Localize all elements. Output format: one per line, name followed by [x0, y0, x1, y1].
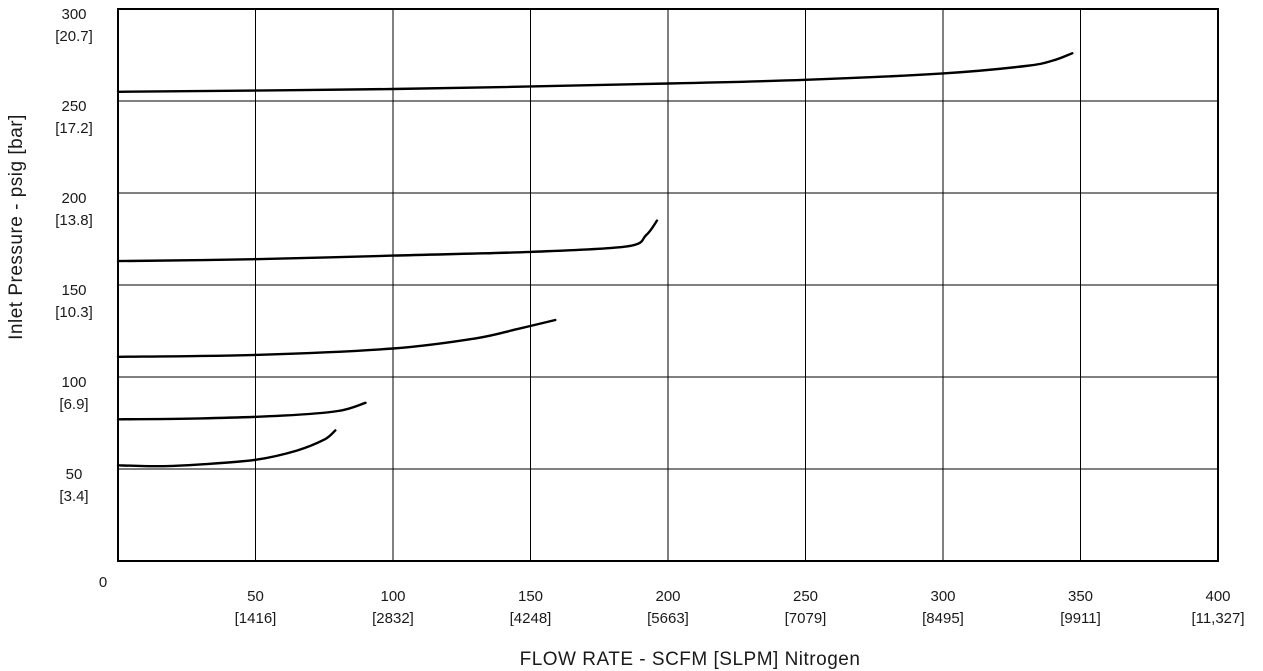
series-line-1 [116, 429, 337, 468]
y-tick-sublabel: [17.2] [55, 120, 93, 137]
y-tick-labels: 50 [3.4] 100 [6.9] 150 [10.3] 200 [13.8] 250 [17.… [55, 6, 93, 505]
x-tick-labels: 50 [1416] 100 [2832] 150 [4248] 200 [5663] 250 [7… [235, 588, 1245, 627]
y-tick-sublabel: [10.3] [55, 304, 93, 321]
x-tick-sublabel: [11,327] [1191, 610, 1244, 627]
x-tick-label: 100 [380, 588, 405, 605]
y-tick-label: 150 [61, 282, 86, 299]
x-tick-label: 50 [247, 588, 264, 605]
y-axis-title: Inlet Pressure - psig [bar] [6, 114, 27, 340]
x-tick-sublabel: [8495] [922, 610, 964, 627]
x-tick-sublabel: [4248] [510, 610, 552, 627]
x-tick-label: 150 [518, 588, 543, 605]
x-tick-label: 200 [655, 588, 680, 605]
x-tick-label: 300 [930, 588, 955, 605]
grid [118, 9, 1218, 561]
x-tick-sublabel: [5663] [647, 610, 689, 627]
origin-label: 0 [99, 574, 107, 591]
x-tick-label: 400 [1205, 588, 1230, 605]
series-line-4 [116, 219, 659, 263]
y-tick-label: 200 [61, 190, 86, 207]
x-tick-sublabel: [9911] [1060, 610, 1101, 627]
y-tick-sublabel: [6.9] [59, 396, 88, 413]
y-tick-label: 300 [61, 6, 86, 23]
series-line-5 [116, 52, 1074, 93]
x-tick-sublabel: [2832] [372, 610, 414, 627]
x-tick-sublabel: [7079] [785, 610, 827, 627]
y-tick-sublabel: [20.7] [55, 28, 93, 45]
y-tick-label: 100 [61, 374, 86, 391]
series-line-3 [116, 318, 557, 358]
series-group [116, 52, 1074, 468]
x-tick-sublabel: [1416] [235, 610, 277, 627]
x-tick-label: 350 [1068, 588, 1093, 605]
plot-frame [117, 8, 1219, 562]
y-tick-label: 250 [61, 98, 86, 115]
y-tick-label: 50 [66, 466, 83, 483]
y-tick-sublabel: [3.4] [59, 488, 88, 505]
x-axis-title: FLOW RATE - SCFM [SLPM] Nitrogen [520, 649, 861, 670]
y-tick-sublabel: [13.8] [55, 212, 93, 229]
series-line-2 [116, 401, 367, 421]
x-tick-label: 250 [793, 588, 818, 605]
